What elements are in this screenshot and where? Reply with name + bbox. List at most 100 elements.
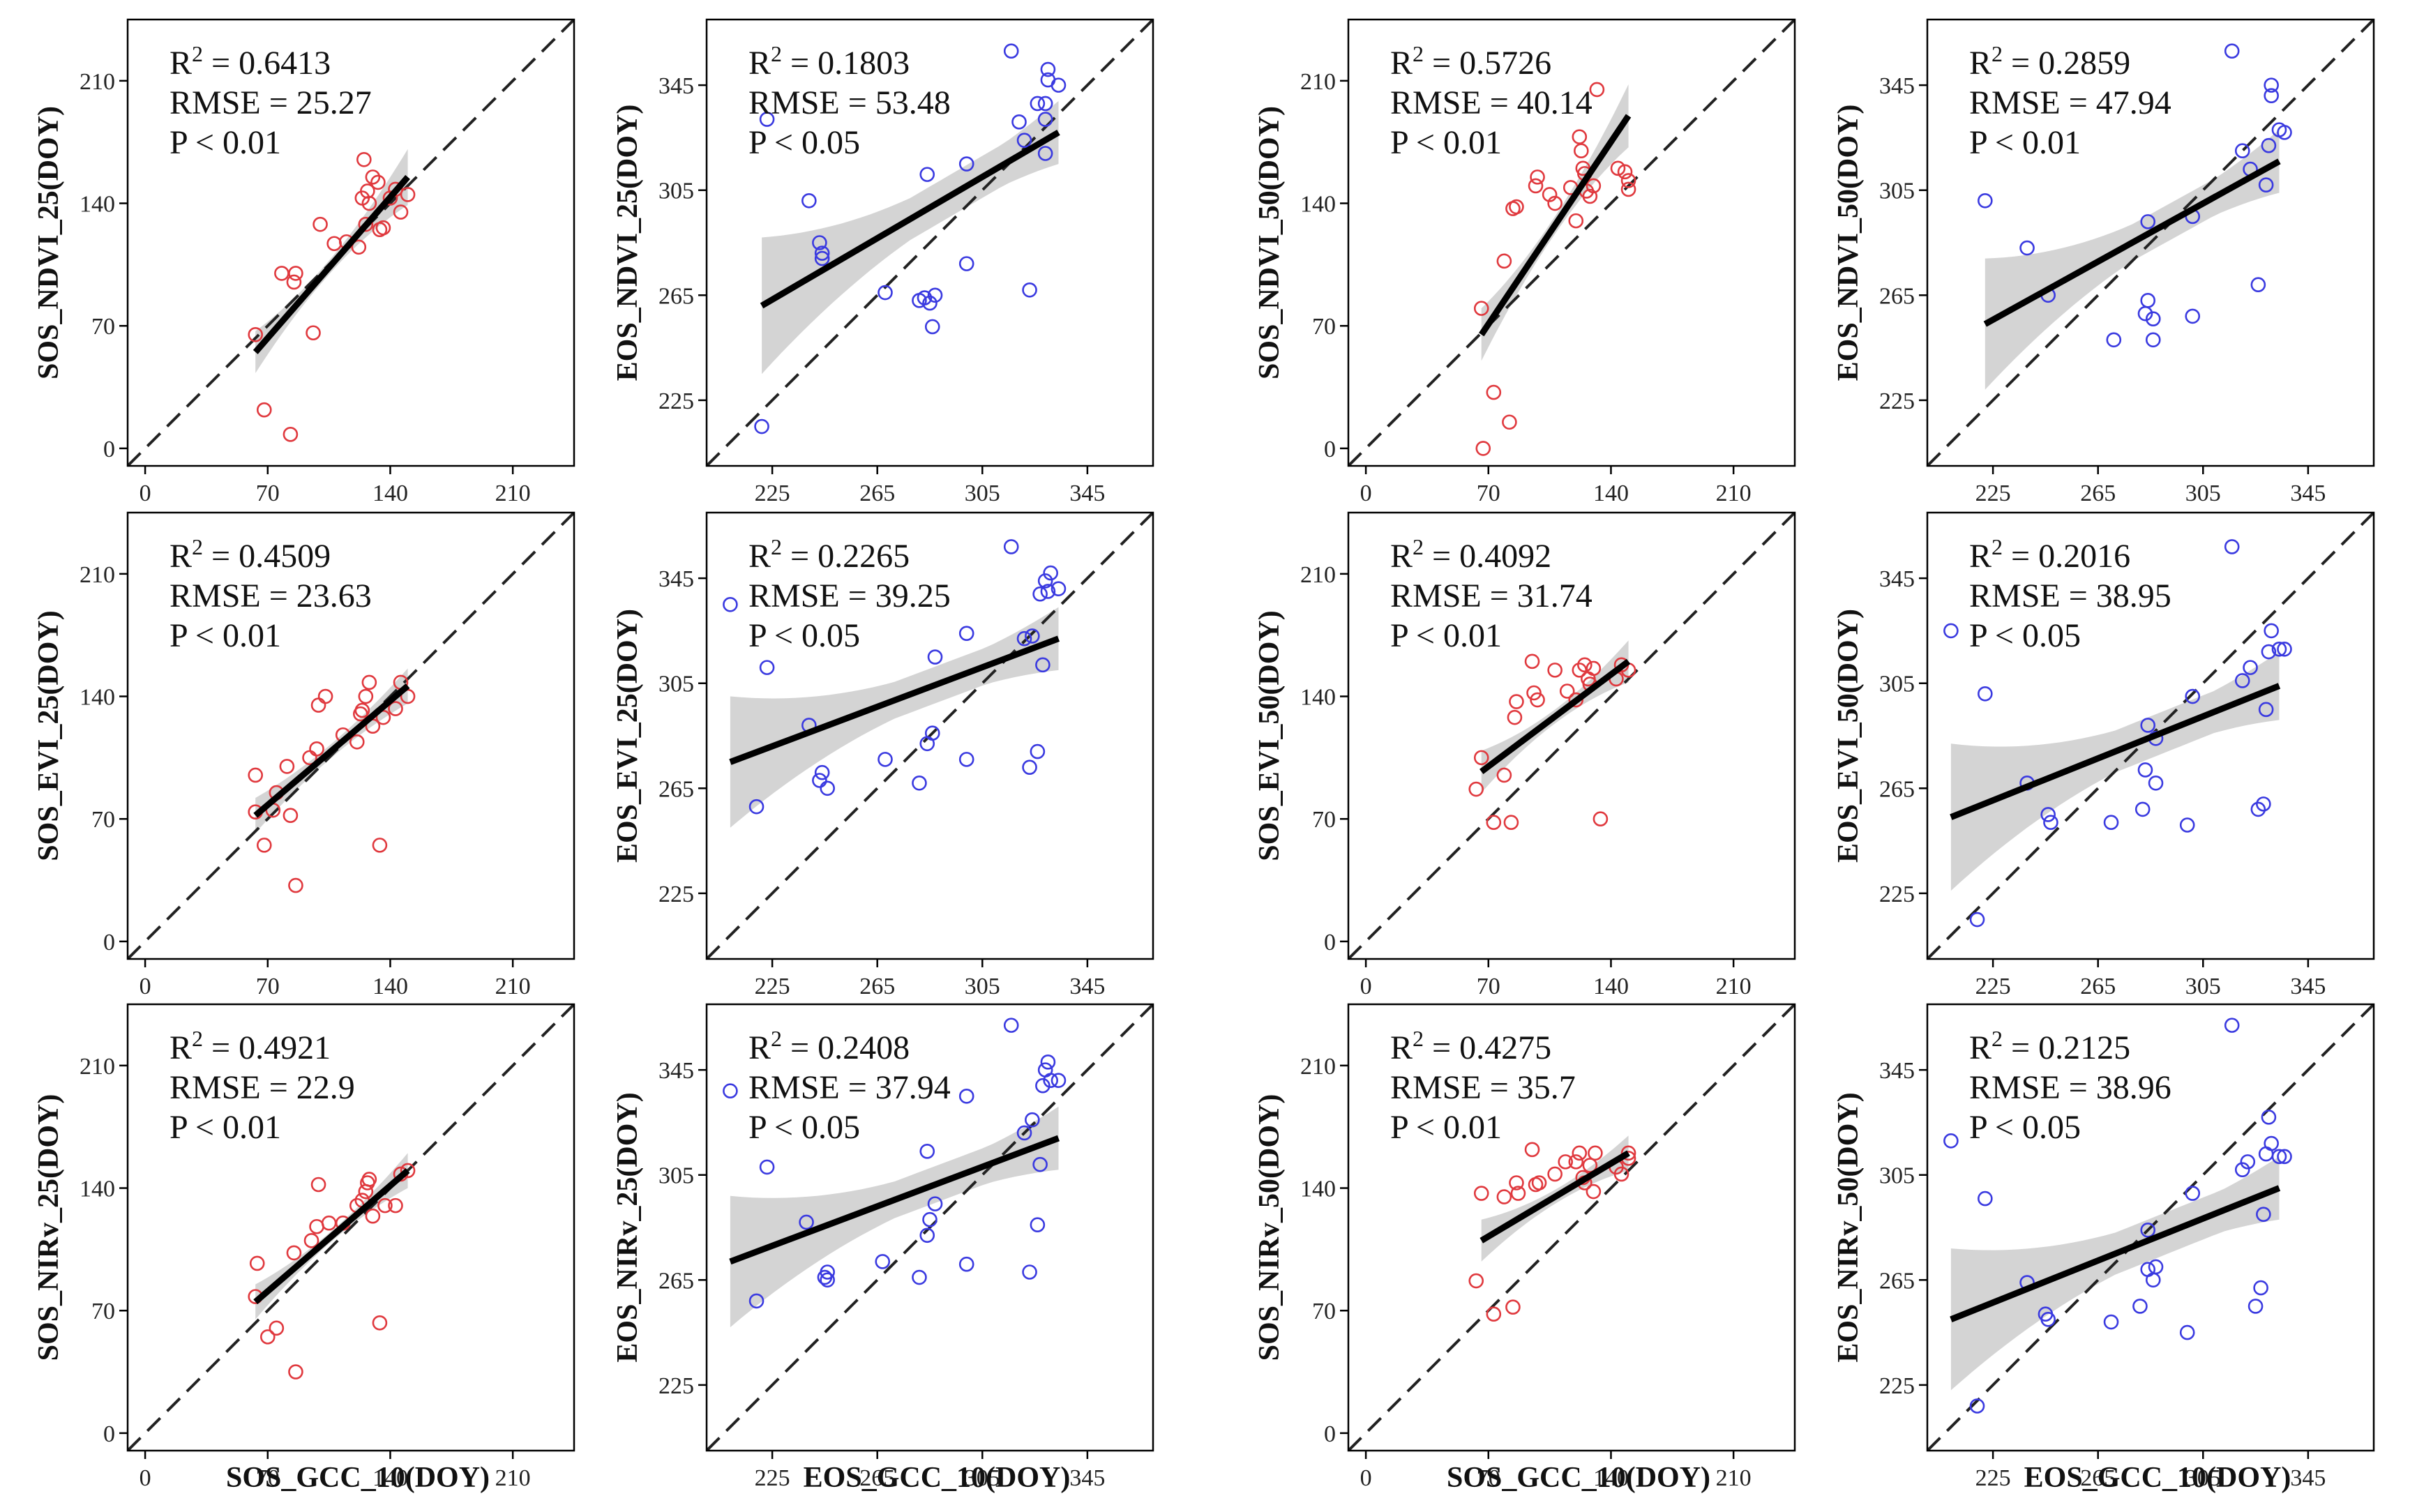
y-tick-label: 0 (1324, 1421, 1336, 1447)
data-point (2264, 88, 2279, 103)
y-tick-label: 305 (658, 179, 694, 204)
data-point (286, 1245, 302, 1261)
y-tick-label: 70 (91, 807, 115, 833)
data-point (361, 1172, 377, 1187)
x-tick-label: 70 (1477, 1465, 1500, 1491)
y-tick-label: 225 (1879, 882, 1915, 907)
plot-area (128, 1004, 574, 1451)
data-point (1505, 1299, 1521, 1315)
data-point (2040, 1311, 2056, 1327)
data-point (958, 256, 974, 271)
x-axis-title-col4: EOS_GCC_10(DOY) (2024, 1462, 2291, 1494)
data-point (1051, 77, 1067, 93)
x-tick-label: 225 (1975, 1465, 2011, 1491)
data-point (1969, 1398, 1985, 1414)
x-tick-label: 345 (1069, 481, 1105, 506)
plot-frame (705, 18, 1154, 467)
data-point (1022, 282, 1037, 298)
y-tick-label: 210 (1300, 1054, 1336, 1080)
data-point (388, 181, 403, 197)
data-point (375, 220, 391, 236)
y-tick-label: 305 (658, 1163, 694, 1189)
x-tick-label: 225 (755, 1465, 790, 1491)
r-squared-text: R2 = 0.4921 (170, 1026, 331, 1066)
y-tick-label: 225 (1879, 388, 1915, 414)
data-point (382, 190, 398, 206)
p-value-text: P < 0.01 (1390, 1109, 1502, 1146)
data-point (303, 1233, 319, 1248)
panel-8: 225 265 305 345 225 265 305 345 EOS_EVI_50(DOY) R… (1832, 511, 2375, 999)
regression-line (760, 129, 1060, 309)
data-point (820, 1264, 835, 1280)
data-point (1582, 188, 1598, 204)
data-point (1035, 657, 1051, 673)
identity-line (707, 20, 1153, 466)
data-point (814, 764, 830, 780)
x-tick-label: 210 (1716, 481, 1752, 506)
x-tick-label: 225 (1975, 481, 2011, 506)
plot-area (707, 513, 1153, 959)
data-point (1468, 1273, 1484, 1289)
x-tick-label: 210 (495, 481, 531, 506)
data-point (1509, 1175, 1524, 1190)
r-squared-text: R2 = 0.1803 (748, 41, 910, 82)
x-tick-label: 70 (1477, 974, 1500, 999)
y-tick-label: 265 (1879, 776, 1915, 802)
plot-area (1348, 20, 1795, 466)
data-point (269, 1320, 285, 1336)
regression-line (253, 683, 410, 818)
data-point (1016, 133, 1032, 148)
plot-frame (126, 511, 575, 960)
data-point (1969, 912, 1985, 928)
data-point (814, 245, 830, 261)
r-squared-text: R2 = 0.2265 (748, 534, 910, 575)
panel-3: 0 70 140 210 0 70 140 210 SOS_NDVI_50(DOY) R2 = 0… (1253, 18, 1796, 506)
y-tick-label: 70 (1312, 314, 1336, 340)
p-value-text: P < 0.01 (1969, 124, 2081, 161)
r-squared-text: R2 = 0.5726 (1390, 41, 1551, 82)
data-point (801, 192, 817, 209)
y-tick-label: 140 (80, 1177, 115, 1202)
regression-line (729, 635, 1060, 765)
y-tick-label: 0 (1324, 437, 1336, 462)
data-point (1475, 441, 1491, 456)
x-tick-label: 210 (1716, 974, 1752, 999)
data-point (1507, 709, 1523, 725)
x-tick-label: 210 (495, 974, 531, 999)
data-point (326, 236, 342, 252)
y-tick-label: 70 (91, 1299, 115, 1324)
x-tick-label: 225 (755, 481, 790, 506)
data-point (958, 752, 974, 767)
data-point (2277, 1149, 2292, 1165)
x-tick-label: 0 (1360, 1465, 1372, 1491)
data-point (2264, 623, 2279, 639)
data-point (372, 1315, 388, 1331)
data-point (1943, 1133, 1959, 1149)
x-tick-label: 0 (140, 974, 151, 999)
data-point (1613, 1166, 1629, 1182)
x-tick-label: 345 (2290, 481, 2326, 506)
data-point (400, 187, 416, 202)
data-point (919, 1227, 935, 1243)
data-point (1037, 146, 1053, 161)
data-point (878, 752, 893, 767)
plot-area (1927, 1004, 2374, 1451)
y-tick-label: 305 (1879, 179, 1915, 204)
data-point (2043, 815, 2058, 831)
y-tick-label: 210 (80, 69, 115, 95)
y-tick-label: 210 (1300, 69, 1336, 95)
r-squared-text: R2 = 0.2408 (748, 1026, 910, 1066)
data-point (248, 326, 264, 342)
r-squared-text: R2 = 0.2016 (1969, 534, 2130, 575)
identity-line (1348, 1004, 1795, 1451)
data-point (919, 167, 935, 182)
rmse-text: RMSE = 35.7 (1390, 1069, 1576, 1106)
panel-12: 225 265 305 345 225 265 305 345 EOS_NIRv_50(DOY)… (1832, 1003, 2375, 1491)
y-tick-label: 345 (1879, 566, 1915, 592)
data-point (1030, 96, 1046, 112)
plot-frame (1347, 1003, 1796, 1452)
data-point (358, 688, 374, 704)
x-axis-title-col2: EOS_GCC_10(DOY) (804, 1462, 1071, 1494)
y-axis-title: EOS_EVI_50(DOY) (1832, 609, 1865, 863)
data-point (1574, 143, 1589, 159)
